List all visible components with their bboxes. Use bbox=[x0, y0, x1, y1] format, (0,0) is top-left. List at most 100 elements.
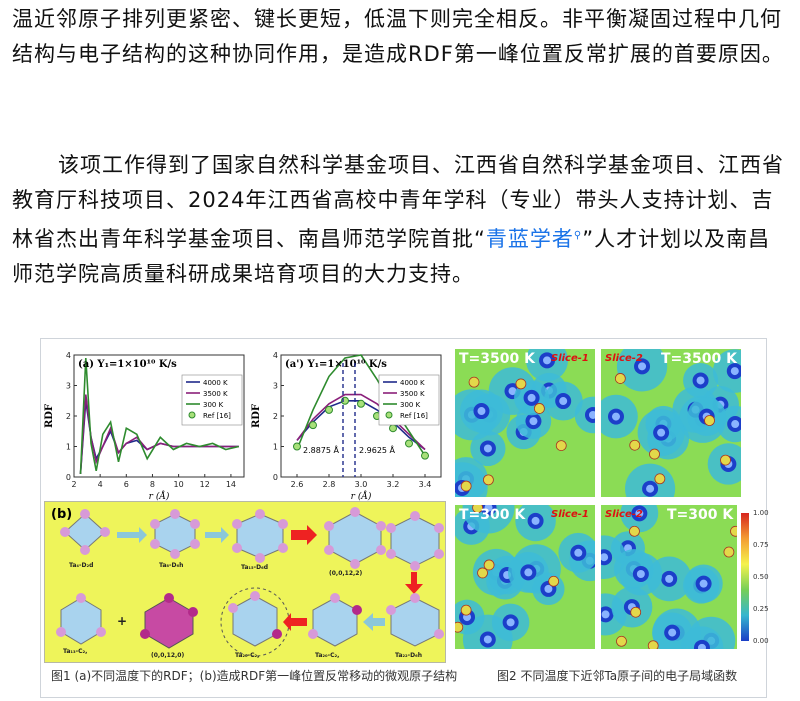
legend-swatch bbox=[385, 411, 393, 419]
cluster-ta4 bbox=[60, 509, 110, 555]
colorbar-tick: 0.25 bbox=[753, 605, 769, 613]
ta-atom bbox=[588, 410, 595, 419]
y-tick-label: 3 bbox=[273, 382, 278, 391]
plus-sign: + bbox=[117, 614, 128, 628]
ta-atom bbox=[697, 643, 706, 649]
x-tick-label: 2.8 bbox=[323, 480, 336, 489]
elf-region bbox=[601, 535, 626, 580]
cluster-ta8 bbox=[150, 509, 200, 559]
colorbar-tick: 0.00 bbox=[753, 637, 769, 645]
structure-label: Ta₁₃-C₂, bbox=[63, 648, 88, 655]
legend-swatch bbox=[188, 411, 196, 419]
ta-atom bbox=[506, 618, 515, 627]
elf-map-3500k-slice1: T=3500 K Slice-1 bbox=[455, 349, 595, 497]
elf-maximum bbox=[720, 454, 731, 466]
elf-contour bbox=[601, 505, 737, 649]
y-axis-label: RDF bbox=[44, 404, 55, 428]
series-line bbox=[79, 394, 239, 475]
ta-atom bbox=[477, 407, 486, 416]
ta-atom bbox=[601, 553, 609, 562]
ref-data-point bbox=[389, 424, 397, 433]
legend-entry: 4000 K bbox=[400, 379, 425, 387]
cluster-0012-bottom bbox=[140, 593, 198, 649]
elf-maximum bbox=[483, 474, 494, 486]
x-tick-label: 3.4 bbox=[419, 480, 432, 489]
x-tick-label: 3.2 bbox=[387, 480, 400, 489]
figure1-caption: 图1 (a)不同温度下的RDF；(b)造成RDF第一峰位置反常移动的微观原子结构 bbox=[51, 669, 458, 683]
elf-maximum bbox=[472, 505, 483, 514]
x-tick-label: 2.6 bbox=[291, 480, 304, 489]
cluster-icosahedron bbox=[324, 507, 386, 569]
elf-map-300k-slice1: T=300 K Slice-1 bbox=[455, 505, 595, 649]
structure-label: (0,0,12,2) bbox=[329, 570, 363, 577]
legend-box bbox=[181, 374, 243, 426]
elf-map-300k-slice2: T=300 K Slice-2 bbox=[601, 505, 737, 649]
cluster-ta20-c2 bbox=[228, 591, 282, 647]
y-tick-label: 2 bbox=[273, 412, 278, 421]
ta-atom bbox=[544, 584, 553, 593]
elf-temperature-label: T=300 K bbox=[667, 507, 734, 523]
elf-maximum bbox=[629, 439, 641, 451]
colorbar-tick: 0.50 bbox=[753, 573, 769, 581]
ta-atom bbox=[730, 367, 739, 376]
paragraph-2-text-before: 该项工作得到了国家自然科学基金项目、江西省自然科学基金项目、江西省教育厅科技项目… bbox=[12, 153, 784, 251]
qinglan-link-text: 青蓝学者 bbox=[485, 227, 574, 251]
figure2-caption: 图2 不同温度下近邻Ta原子间的电子局域函数 bbox=[497, 669, 738, 683]
elf-contour bbox=[455, 349, 595, 497]
elf-maximum bbox=[555, 440, 567, 452]
ref-data-point bbox=[309, 421, 317, 430]
x-tick-label: 6 bbox=[124, 480, 129, 489]
ta-atom bbox=[611, 412, 620, 421]
y-tick-label: 4 bbox=[273, 351, 278, 360]
structure-label: Ta₂₀-C₂, bbox=[235, 652, 260, 659]
elf-slice-label: Slice-2 bbox=[605, 353, 643, 364]
y-tick-label: 4 bbox=[66, 351, 71, 360]
elf-maximum bbox=[477, 567, 488, 579]
legend-entry: Ref [16] bbox=[203, 412, 231, 420]
elf-maximum bbox=[647, 640, 659, 649]
elf-maximum bbox=[649, 448, 660, 460]
atomic-structure-panel: (b) Ta₄-D₂d Ta₈-D₆h Ta₁₅-D₆d (0,0,12,2) bbox=[44, 501, 446, 663]
y-tick-label: 1 bbox=[66, 443, 71, 452]
elf-maximum bbox=[534, 403, 545, 414]
ref-data-point bbox=[293, 442, 301, 451]
elf-map-3500k-slice2: T=3500 K Slice-2 bbox=[601, 349, 741, 497]
x-tick-label: 3.0 bbox=[355, 480, 368, 489]
x-tick-label: 12 bbox=[200, 480, 210, 489]
elf-contour bbox=[601, 349, 741, 497]
x-tick-label: 4 bbox=[98, 480, 103, 489]
elf-maximum bbox=[629, 525, 640, 537]
panel-b-label: (b) bbox=[51, 507, 72, 522]
elf-maximum bbox=[460, 480, 472, 492]
legend-entry: 3500 K bbox=[400, 390, 425, 398]
y-tick-label: 1 bbox=[273, 443, 278, 452]
elf-maximum bbox=[460, 604, 472, 616]
arrow-right-icon bbox=[205, 527, 229, 543]
ref-data-point bbox=[405, 439, 413, 448]
y-tick-label: 3 bbox=[66, 382, 71, 391]
ta-atom bbox=[574, 548, 583, 557]
qinglan-scholar-link[interactable]: 青蓝学者⚲ bbox=[486, 227, 582, 251]
y-tick-label: 0 bbox=[273, 473, 278, 482]
cluster-ta22 bbox=[386, 593, 444, 647]
ref-data-point bbox=[325, 405, 333, 414]
panel-label: (a') Υ₁=1×10¹⁰ K/s bbox=[285, 359, 387, 370]
elf-maximum bbox=[616, 635, 627, 647]
legend-entry: 300 K bbox=[400, 401, 421, 409]
legend-entry: 300 K bbox=[203, 401, 224, 409]
x-tick-label: 2 bbox=[71, 480, 76, 489]
legend-entry: 3500 K bbox=[203, 390, 228, 398]
elf-colorbar bbox=[741, 513, 749, 641]
elf-contour bbox=[455, 505, 595, 649]
cluster-ta15 bbox=[232, 509, 288, 563]
legend-entry: 4000 K bbox=[203, 379, 228, 387]
elf-slice-label: Slice-1 bbox=[551, 509, 589, 520]
legend-entry: Ref [16] bbox=[400, 412, 428, 420]
x-axis-label: r (Å) bbox=[149, 490, 170, 501]
ta-atom bbox=[527, 393, 536, 402]
elf-slice-label: Slice-1 bbox=[551, 353, 589, 364]
elf-maximum bbox=[455, 621, 464, 633]
ta-atom bbox=[483, 444, 492, 453]
elf-region bbox=[625, 463, 676, 497]
series-line bbox=[79, 357, 239, 475]
